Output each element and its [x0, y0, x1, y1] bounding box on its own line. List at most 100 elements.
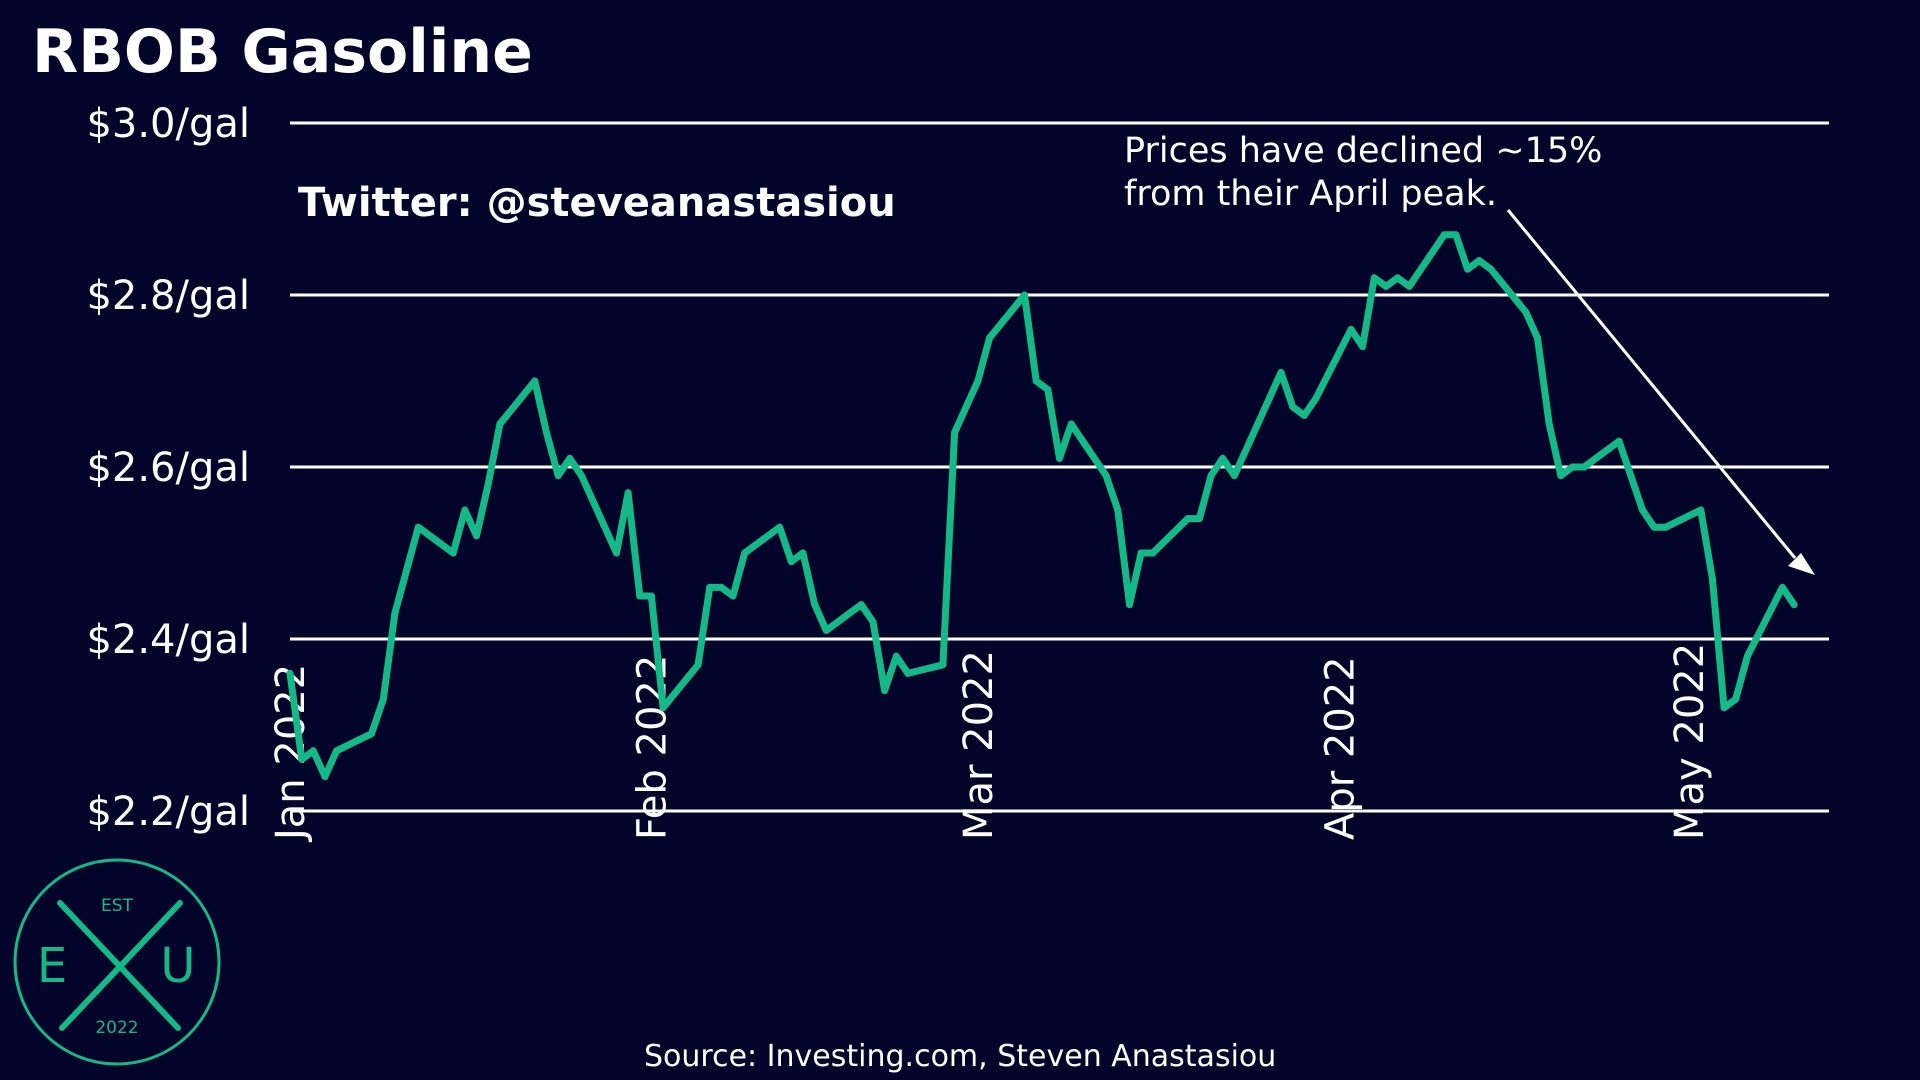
price-point [1557, 472, 1565, 480]
price-point [1114, 506, 1122, 514]
chart-title: RBOB Gasoline [32, 17, 533, 87]
price-point [694, 661, 702, 669]
price-point [1720, 704, 1728, 712]
price-point [379, 695, 387, 703]
y-tick-label: $3.0/gal [86, 101, 250, 147]
price-point [391, 609, 399, 617]
price-point [962, 403, 970, 411]
price-point [1370, 274, 1378, 282]
price-point [461, 506, 469, 514]
annotation-line-2: from their April peak. [1124, 174, 1497, 214]
price-point [1149, 549, 1157, 557]
price-point [403, 566, 411, 574]
price-point [1207, 472, 1215, 480]
price-point [1126, 601, 1133, 609]
price-point [1615, 437, 1623, 445]
y-tick-label: $2.4/gal [86, 617, 250, 663]
price-point [787, 558, 795, 566]
price-point [1732, 695, 1740, 703]
x-axis-ticks: Jan 2022 Feb 2022 Mar 2022 Apr 2022 May 2022 [268, 643, 1713, 843]
price-point [578, 472, 585, 480]
y-tick-label: $2.8/gal [86, 273, 250, 319]
price-point [613, 549, 620, 557]
logo-est: EST [101, 896, 134, 916]
price-point [1522, 308, 1530, 316]
price-point [1359, 343, 1367, 351]
logo-ring [13, 858, 221, 1066]
price-point [986, 334, 993, 342]
price-point [1487, 265, 1495, 273]
price-point [1265, 394, 1273, 402]
price-point [1440, 231, 1448, 239]
price-point [414, 523, 422, 531]
x-tick-label: Feb 2022 [629, 655, 675, 840]
price-point [1230, 472, 1238, 480]
logo-year: 2022 [95, 1018, 138, 1038]
price-point [1044, 386, 1052, 394]
price-point [659, 704, 667, 712]
price-point [1743, 652, 1751, 660]
price-point [496, 420, 504, 428]
price-point [741, 549, 749, 557]
price-point [647, 592, 655, 600]
price-point [939, 661, 947, 669]
exu-logo: EST 2022 E U [13, 858, 221, 1066]
price-point [729, 592, 737, 600]
source-note: Source: Investing.com, Steven Anastasiou [644, 1039, 1276, 1074]
price-point [333, 747, 341, 755]
logo-cross-stroke [57, 900, 181, 1031]
price-point [484, 480, 492, 488]
annotation-arrowhead [1788, 553, 1815, 575]
price-point [566, 454, 574, 462]
price-point [1580, 463, 1588, 471]
price-point [1405, 282, 1413, 290]
y-tick-label: $2.2/gal [86, 789, 250, 835]
price-point [1452, 231, 1460, 239]
price-point [1569, 463, 1576, 471]
price-points [286, 231, 1798, 781]
price-point [1300, 411, 1308, 419]
price-point [298, 755, 306, 763]
price-point [869, 618, 877, 626]
price-point [1708, 575, 1716, 583]
price-point [624, 489, 632, 497]
y-axis-ticks: $3.0/gal $2.8/gal $2.6/gal $2.4/gal $2.2/gal [86, 101, 250, 835]
price-point [1277, 368, 1285, 376]
price-point [1545, 420, 1553, 428]
price-point [286, 669, 294, 677]
price-point [368, 730, 376, 738]
annotation-line-1: Prices have declined ~15% [1124, 131, 1602, 171]
price-point [1662, 523, 1670, 531]
twitter-credit: Twitter: @steveanastasiou [298, 180, 896, 226]
price-point [1102, 472, 1110, 480]
price-point [904, 669, 912, 677]
price-point [1021, 291, 1028, 299]
price-point [1394, 274, 1402, 282]
rbob-price-line [286, 231, 1798, 781]
price-point [1032, 377, 1040, 385]
price-point [706, 583, 714, 591]
price-point [309, 747, 317, 755]
price-point [1137, 549, 1145, 557]
price-point [1195, 515, 1203, 523]
price-point [974, 377, 982, 385]
price-point [543, 429, 550, 437]
price-point [636, 592, 644, 600]
annotation-arrow [1506, 209, 1797, 559]
x-tick-label: Apr 2022 [1317, 656, 1363, 840]
price-point [822, 626, 830, 634]
price-point [1056, 454, 1063, 462]
price-point [1219, 454, 1227, 462]
price-point [1289, 403, 1297, 411]
price-point [1790, 601, 1798, 609]
logo-letter-e: E [37, 938, 67, 994]
price-point [1475, 257, 1483, 265]
y-tick-label: $2.6/gal [86, 445, 250, 491]
price-point [321, 773, 329, 781]
price-point [811, 601, 819, 609]
price-point [1697, 506, 1705, 514]
price-point [1347, 325, 1355, 333]
price-point [951, 429, 959, 437]
price-point [1627, 472, 1635, 480]
